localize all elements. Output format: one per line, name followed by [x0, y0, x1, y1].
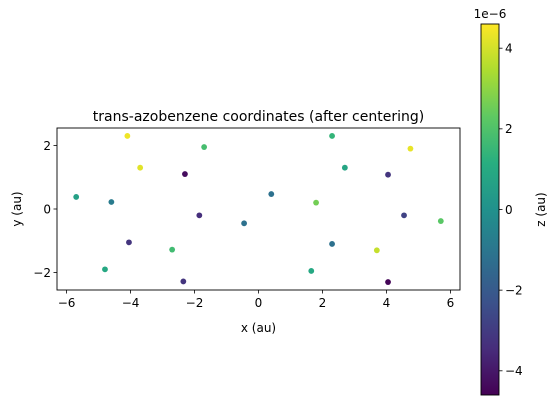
data-point — [196, 212, 203, 219]
x-tick-label: 6 — [447, 296, 455, 310]
x-tick-label: −4 — [122, 296, 140, 310]
data-point — [137, 164, 144, 171]
colorbar-tick-label: 0 — [505, 203, 513, 217]
x-axis-ticks: −6 −4 −2 0 2 4 6 — [58, 290, 454, 310]
plot-area — [56, 127, 461, 291]
colorbar-label: z (au) — [534, 192, 548, 226]
x-tick-label: −6 — [58, 296, 76, 310]
colorbar-ticks: −4 −2 0 2 4 — [499, 41, 523, 378]
x-tick-label: 2 — [319, 296, 327, 310]
y-tick-label: −2 — [33, 266, 51, 280]
y-axis-label: y (au) — [10, 191, 24, 226]
data-point — [268, 191, 275, 197]
x-tick-label: 4 — [383, 296, 391, 310]
x-tick-label: −2 — [186, 296, 204, 310]
data-point — [201, 144, 208, 150]
x-axis-label: x (au) — [241, 321, 276, 335]
data-points — [73, 133, 444, 285]
chart-title: trans-azobenzene coordinates (after cent… — [93, 109, 424, 125]
data-point — [124, 133, 131, 139]
y-tick-label: 0 — [43, 202, 51, 216]
y-tick-label: 2 — [43, 139, 51, 153]
data-point — [437, 218, 444, 224]
colorbar-offset-label: 1e−6 — [474, 7, 507, 21]
data-point — [169, 246, 176, 253]
data-point — [407, 145, 414, 152]
data-point — [401, 212, 407, 219]
data-point — [373, 247, 380, 254]
colorbar: −4 −2 0 2 4 1e−6 z (au) — [474, 7, 548, 396]
x-tick-label: 0 — [255, 296, 263, 310]
colorbar-tick-label: −2 — [505, 283, 523, 297]
data-point — [385, 279, 391, 285]
data-point — [385, 171, 391, 178]
data-point — [126, 239, 132, 246]
y-axis-ticks: −2 0 2 — [33, 139, 57, 280]
data-point — [308, 268, 315, 274]
data-point — [102, 266, 108, 273]
data-point — [182, 171, 188, 177]
data-point — [329, 133, 335, 139]
colorbar-tick-label: −4 — [505, 364, 523, 378]
data-point — [108, 199, 115, 205]
data-point — [341, 164, 348, 171]
colorbar-tick-label: 4 — [505, 41, 513, 55]
colorbar-tick-label: 2 — [505, 122, 513, 136]
colorbar-gradient — [480, 23, 500, 396]
data-point — [241, 220, 248, 227]
plot-frame — [56, 127, 461, 291]
data-point — [313, 199, 319, 206]
data-point — [180, 278, 187, 285]
data-point — [73, 194, 80, 200]
data-point — [329, 241, 335, 247]
